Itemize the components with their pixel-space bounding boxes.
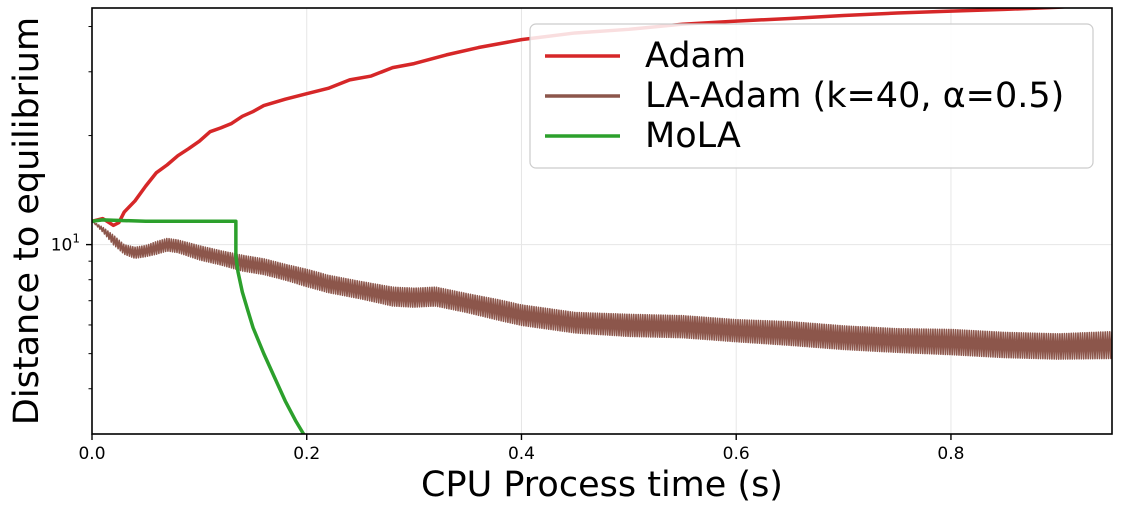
x-tick-label: 0.6 [723, 444, 750, 464]
x-tick-label: 0.4 [508, 444, 535, 464]
series-adam-line [92, 8, 1072, 228]
y-axis-title: Distance to equilibrium [7, 17, 47, 425]
legend-box [529, 23, 1094, 169]
plot-frame [91, 7, 1113, 435]
y-axis-ticks: 101 [51, 26, 92, 390]
x-axis-title: CPU Process time (s) [421, 465, 783, 505]
legend-label-adam: Adam [645, 36, 746, 76]
x-tick-label: 0.2 [293, 444, 320, 464]
legend-label-mola: MoLA [645, 116, 741, 156]
y-tick-label: 101 [51, 232, 80, 256]
x-axis-ticks: 0.0 0.2 0.4 0.6 0.8 [78, 434, 964, 464]
legend-label-la-adam: LA-Adam (k=40, α=0.5) [645, 76, 1064, 116]
series-la-adam-k-40-0-5-line [92, 220, 1112, 360]
series-layer [92, 8, 1112, 434]
series-mola-line [92, 218, 306, 434]
x-tick-label: 0.8 [937, 444, 964, 464]
legend: Adam LA-Adam (k=40, α=0.5) MoLA [529, 23, 1094, 169]
x-tick-label: 0.0 [78, 444, 105, 464]
